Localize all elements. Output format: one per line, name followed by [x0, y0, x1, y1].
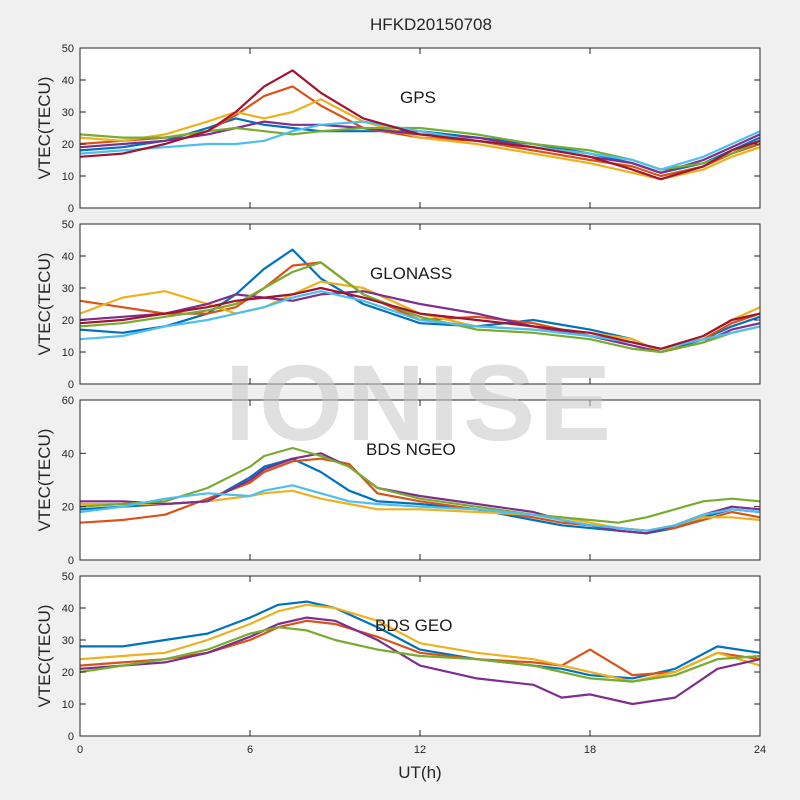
y-tick-label: 0 [68, 555, 74, 567]
y-tick-label: 50 [62, 43, 74, 55]
y-tick-label: 40 [62, 603, 74, 615]
series-line-7 [79, 69, 761, 181]
y-tick-label: 50 [62, 219, 74, 231]
series-line-7 [79, 286, 761, 350]
panel-label: BDS GEO [375, 616, 452, 635]
y-axis-label: VTEC(TECU) [35, 605, 54, 708]
y-tick-label: 20 [62, 139, 74, 151]
series-line-5 [79, 626, 761, 683]
y-axis-label: VTEC(TECU) [35, 77, 54, 180]
y-tick-label: 0 [68, 731, 74, 743]
y-tick-label: 10 [62, 699, 74, 711]
y-tick-label: 40 [62, 251, 74, 263]
x-tick-label: 24 [754, 744, 766, 756]
chart-panel-2: 0 10 20 30 40 50 VTEC(TECU) GLONASS [35, 219, 761, 391]
y-tick-label: 40 [62, 75, 74, 87]
panel-label: BDS NGEO [366, 440, 456, 459]
panels-group: 0 10 20 30 40 50 VTEC(TECU) GPS 0 10 20 30 40 50 VTEC(… [35, 43, 766, 782]
chart-panel-4: 0 10 20 30 40 50 0 6 12 18 24 VTEC(TECU) BDS GEO UT(h… [35, 571, 766, 782]
y-tick-label: 30 [62, 107, 74, 119]
chart-panel-1: 0 10 20 30 40 50 VTEC(TECU) GPS [35, 43, 761, 215]
y-tick-label: 30 [62, 283, 74, 295]
x-axis-label: UT(h) [398, 763, 441, 782]
y-tick-label: 10 [62, 347, 74, 359]
y-tick-label: 0 [68, 379, 74, 391]
y-tick-label: 50 [62, 571, 74, 583]
x-tick-label: 12 [414, 744, 426, 756]
y-tick-label: 20 [62, 502, 74, 514]
y-axis-label: VTEC(TECU) [35, 253, 54, 356]
y-tick-label: 0 [68, 203, 74, 215]
panel-label: GPS [400, 88, 436, 107]
figure-title: HFKD20150708 [370, 15, 492, 34]
chart-panel-3: 0 20 40 60 VTEC(TECU) BDS NGEO [35, 395, 761, 567]
y-tick-label: 20 [62, 667, 74, 679]
series-line-4 [79, 120, 761, 174]
y-tick-label: 60 [62, 395, 74, 407]
series-line-1 [80, 600, 761, 680]
y-tick-label: 30 [62, 635, 74, 647]
x-tick-label: 6 [247, 744, 253, 756]
panel-label: GLONASS [370, 264, 452, 283]
x-tick-label: 0 [77, 744, 83, 756]
series-line-6 [79, 484, 761, 532]
x-tick-label: 18 [584, 744, 596, 756]
series-line-5 [79, 446, 761, 524]
y-tick-label: 20 [62, 315, 74, 327]
y-tick-label: 10 [62, 171, 74, 183]
y-tick-label: 40 [62, 448, 74, 460]
watermark-text: IONISE [225, 342, 615, 463]
y-axis-label: VTEC(TECU) [35, 429, 54, 532]
